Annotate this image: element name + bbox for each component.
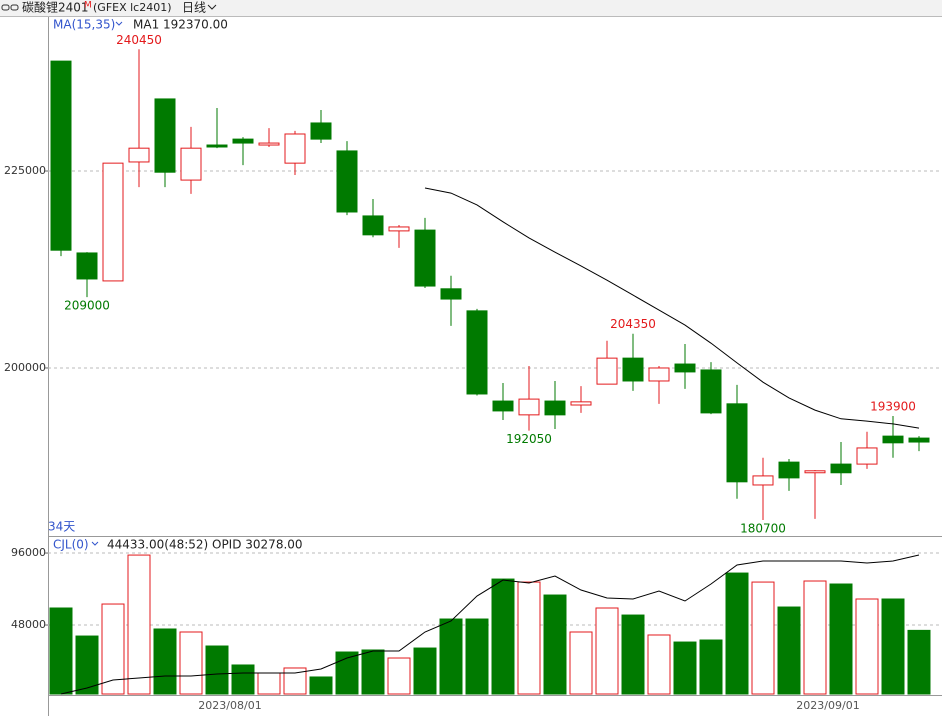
volume-bar (725, 572, 749, 695)
volume-bar (205, 645, 229, 695)
volume-bar (751, 581, 775, 695)
volume-bar (309, 676, 333, 695)
volume-bar (517, 581, 541, 695)
symbol: 碳酸锂2401 (22, 0, 89, 15)
candle-body (830, 463, 852, 474)
volume-bar (855, 598, 879, 695)
volume-bar (49, 607, 73, 695)
candle-body (570, 401, 592, 406)
volume-bar (257, 672, 281, 695)
candle-body (50, 60, 72, 251)
symbol-code: (GFEX lc2401) (93, 1, 172, 14)
volume-indicator[interactable]: CJL(0) (53, 538, 89, 552)
candle-body (414, 229, 436, 287)
candle-body (518, 398, 540, 416)
candle-body (180, 147, 202, 181)
extreme-label: 209000 (64, 299, 110, 313)
candle-body (258, 142, 280, 146)
candle-body (206, 144, 228, 148)
candle-body (700, 369, 722, 414)
line-series (424, 187, 920, 429)
candle-body (544, 400, 566, 416)
bar-count: 34天 (48, 520, 75, 534)
volume-bar (439, 618, 463, 695)
candle-body (440, 288, 462, 300)
volume-bar (803, 580, 827, 695)
volume-bar (413, 647, 437, 695)
volume-bar (673, 641, 697, 695)
volume-bar (881, 598, 905, 695)
candle-body (310, 122, 332, 140)
volume-bar (829, 583, 853, 695)
candle-body (778, 461, 800, 479)
candle-body (856, 447, 878, 465)
extreme-label: 240450 (116, 33, 162, 47)
candle-body (726, 403, 748, 483)
y-tick-label: 225000 (4, 164, 46, 177)
opid-legend: OPID 30278.00 (212, 538, 303, 552)
volume-bar (699, 639, 723, 695)
volume-bar (335, 651, 359, 695)
volume-bar (491, 578, 515, 695)
extreme-label: 204350 (610, 317, 656, 331)
volume-bar (231, 664, 255, 695)
volume-bar (361, 649, 385, 695)
main-indicator[interactable]: MA(15,35) (53, 18, 115, 32)
volume-bar (101, 603, 125, 695)
x-tick-label: 2023/09/01 (796, 699, 859, 712)
volume-bar (127, 554, 151, 695)
volume-bar (75, 635, 99, 695)
y-tick-label: 200000 (4, 361, 46, 374)
indicator-dropdown[interactable] (115, 21, 123, 26)
extreme-label: 193900 (870, 400, 916, 414)
x-tick-label: 2023/08/01 (198, 699, 261, 712)
candle-body (336, 150, 358, 213)
candle-body (908, 437, 930, 443)
candle-body (596, 357, 618, 385)
y-tick-label: 96000 (11, 546, 46, 559)
candle-body (388, 226, 410, 232)
candle-body (128, 147, 150, 163)
volume-bar (647, 634, 671, 695)
volume-bar (595, 607, 619, 695)
candle-body (622, 357, 644, 382)
volume-bar (179, 631, 203, 695)
line-series (60, 554, 920, 695)
y-tick-label: 48000 (11, 618, 46, 631)
volume-bar (465, 618, 489, 695)
candle-body (154, 98, 176, 173)
period-dropdown[interactable] (207, 4, 217, 10)
volume-dropdown[interactable] (91, 541, 99, 546)
volume-bar (283, 667, 307, 695)
title-bar (0, 0, 942, 16)
volume-bar (569, 631, 593, 695)
period[interactable]: 日线 (182, 1, 206, 15)
candle-body (76, 252, 98, 280)
volume-bar (907, 629, 931, 695)
volume-bar (387, 657, 411, 695)
candle-body (284, 133, 306, 164)
extreme-label: 192050 (506, 432, 552, 446)
ma-legend: MA1 192370.00 (133, 18, 228, 32)
candle-body (752, 475, 774, 486)
volume-bar (153, 628, 177, 695)
candle-body (882, 435, 904, 444)
candle-body (648, 367, 670, 382)
candle-body (674, 363, 696, 373)
candle-body (804, 470, 826, 474)
candle-body (102, 162, 124, 282)
link-icon[interactable] (1, 4, 19, 11)
extreme-label: 180700 (740, 522, 786, 536)
candle-body (362, 215, 384, 236)
volume-bar (543, 594, 567, 695)
main-mark: M (84, 1, 92, 11)
volume-bar (621, 614, 645, 695)
candle-body (492, 400, 514, 412)
volume-legend: 44433.00(48:52) (107, 538, 208, 552)
candle-body (466, 310, 488, 395)
candle-body (232, 138, 254, 144)
volume-bar (777, 606, 801, 695)
